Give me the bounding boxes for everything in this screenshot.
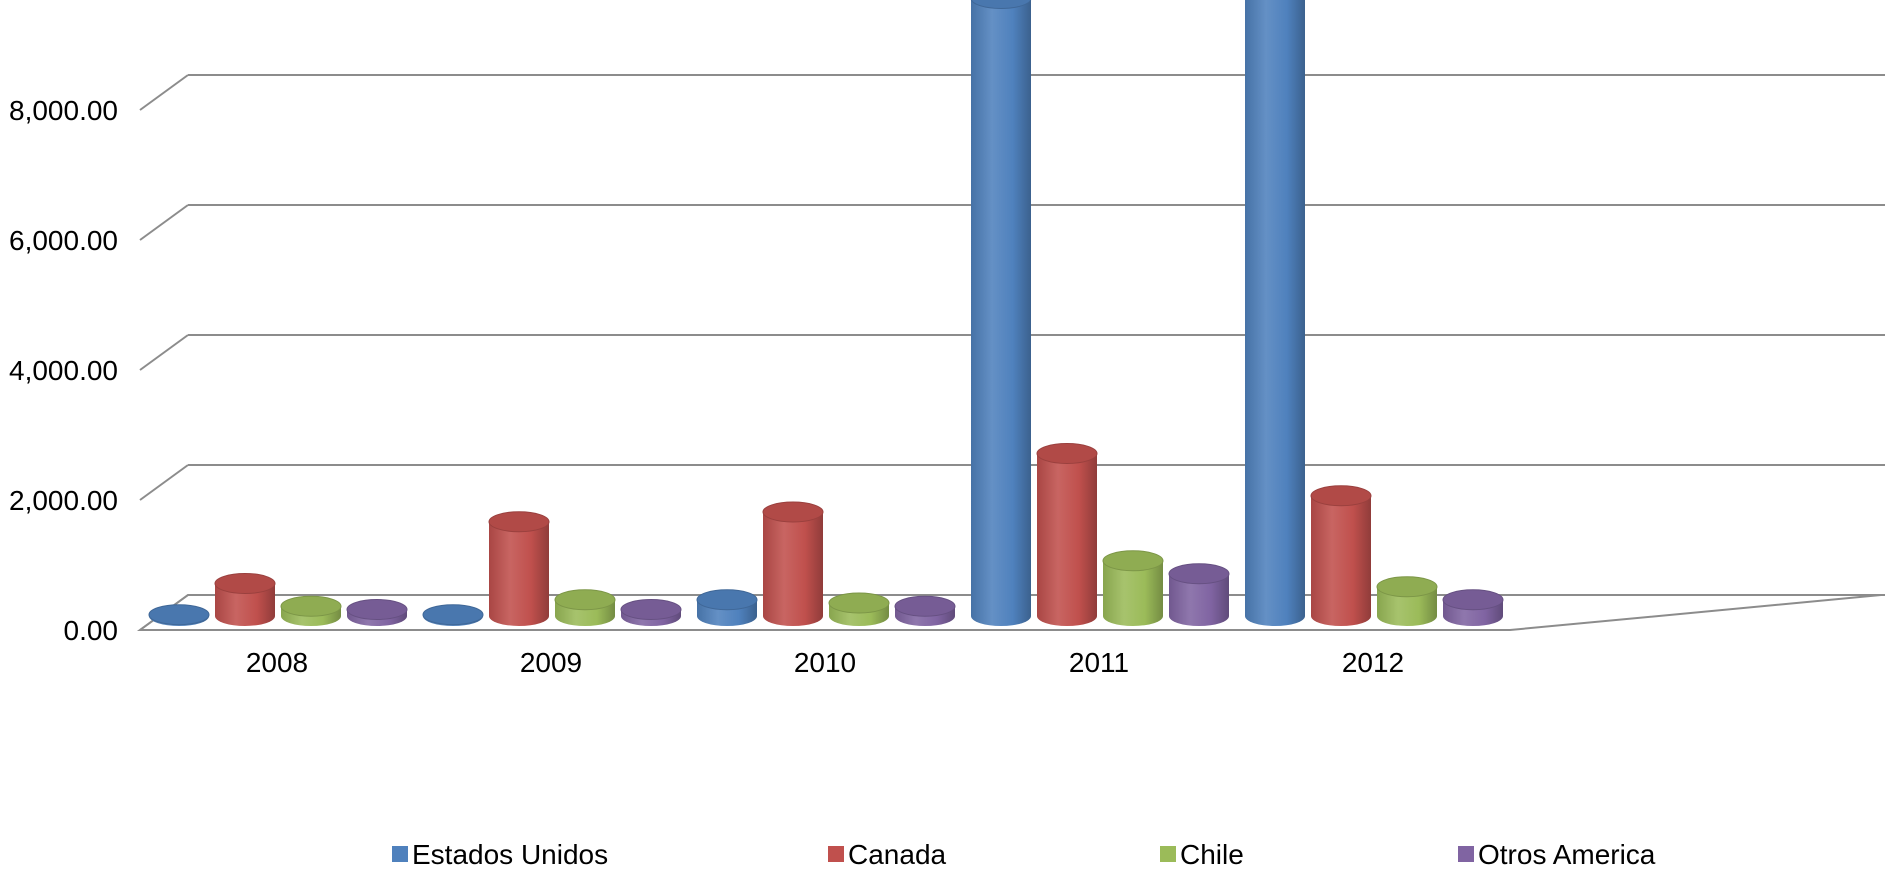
- bar-top: [696, 589, 758, 611]
- y-tick-label: 4,000.00: [9, 355, 118, 386]
- legend-label: Canada: [848, 839, 947, 870]
- x-tick-label: 2009: [520, 647, 582, 678]
- legend-swatch: [828, 846, 844, 862]
- legend-item: Canada: [828, 839, 947, 870]
- legend-swatch: [1458, 846, 1474, 862]
- legend-swatch: [1160, 846, 1176, 862]
- bar-top: [346, 599, 408, 620]
- legend: Estados Unidos Canada Chile Otros America: [392, 839, 1656, 870]
- bar-otros-america-2011: [1168, 563, 1230, 626]
- y-axis-ticks: 0.002,000.004,000.006,000.008,000.0010,0…: [9, 95, 119, 646]
- bar-canada-2010: [762, 501, 824, 626]
- bar-top: [214, 573, 276, 594]
- bar-body: [1037, 453, 1097, 626]
- bar-chile-2011: [1102, 550, 1164, 626]
- bar-top: [280, 595, 342, 617]
- x-tick-label: 2010: [794, 647, 856, 678]
- bar-top: [762, 501, 824, 523]
- y-tick-label: 8,000.00: [9, 95, 118, 126]
- bar-top: [422, 604, 484, 626]
- bar-chile-2012: [1376, 576, 1438, 626]
- bar-top: [620, 599, 682, 620]
- y-tick-label: 0.00: [64, 615, 119, 646]
- bar-top: [1036, 443, 1098, 464]
- bar-body: [1103, 560, 1163, 626]
- bar-body: [489, 521, 549, 626]
- bar-top: [148, 604, 210, 626]
- bar-body: [971, 0, 1031, 626]
- bar-canada-2011: [1036, 443, 1098, 626]
- bar-body: [1311, 495, 1371, 626]
- bar-top: [554, 589, 616, 611]
- bar-canada-2009: [488, 511, 550, 626]
- legend-label: Estados Unidos: [412, 839, 608, 870]
- bar-top: [1442, 589, 1504, 611]
- gridlines: [136, 74, 1885, 631]
- bar-chile-2009: [554, 589, 616, 626]
- bar-body: [1169, 573, 1229, 626]
- bar-otros-america-2012: [1442, 589, 1504, 626]
- bar-chile-2010: [828, 592, 890, 626]
- bar-top: [1168, 563, 1230, 585]
- legend-item: Otros America: [1458, 839, 1656, 870]
- gridline-depth: [139, 464, 189, 501]
- bar-body: [215, 583, 275, 626]
- y-tick-label: 2,000.00: [9, 485, 118, 516]
- bar-estados-unidos-2010: [696, 589, 758, 626]
- x-tick-label: 2012: [1342, 647, 1404, 678]
- legend-label: Chile: [1180, 839, 1244, 870]
- legend-item: Chile: [1160, 839, 1244, 870]
- bar-top: [828, 592, 890, 614]
- legend-swatch: [392, 846, 408, 862]
- bar-top: [1376, 576, 1438, 598]
- bar-estados-unidos-2008: [148, 604, 210, 626]
- legend-item: Estados Unidos: [392, 839, 608, 870]
- bar-top: [1310, 485, 1372, 507]
- bar-otros-america-2009: [620, 599, 682, 626]
- bar-body: [763, 512, 823, 626]
- bar-otros-america-2008: [346, 599, 408, 626]
- x-axis-ticks: 2008 2009 2010 2011 2012: [246, 647, 1404, 678]
- gridline-depth: [139, 204, 189, 241]
- legend-label: Otros America: [1478, 839, 1656, 870]
- x-tick-label: 2011: [1069, 647, 1129, 678]
- bars: [148, 0, 1504, 626]
- bar-estados-unidos-2011: [970, 0, 1032, 626]
- bar-canada-2008: [214, 573, 276, 626]
- bar-body: [1377, 586, 1437, 626]
- bar-canada-2012: [1310, 485, 1372, 626]
- bar-body: [1245, 0, 1305, 626]
- bar-top: [970, 0, 1032, 9]
- bar-estados-unidos-2012: [1245, 0, 1305, 626]
- gridline-depth: [139, 334, 189, 371]
- bar-chile-2008: [280, 595, 342, 626]
- bar-top: [894, 595, 956, 617]
- bar-top: [1102, 550, 1164, 572]
- bar-estados-unidos-2009: [422, 604, 484, 626]
- y-tick-label: 6,000.00: [9, 225, 118, 256]
- bar-otros-america-2010: [894, 595, 956, 626]
- bar-top: [488, 511, 550, 533]
- x-tick-label: 2008: [246, 647, 308, 678]
- gridline-depth: [139, 74, 189, 111]
